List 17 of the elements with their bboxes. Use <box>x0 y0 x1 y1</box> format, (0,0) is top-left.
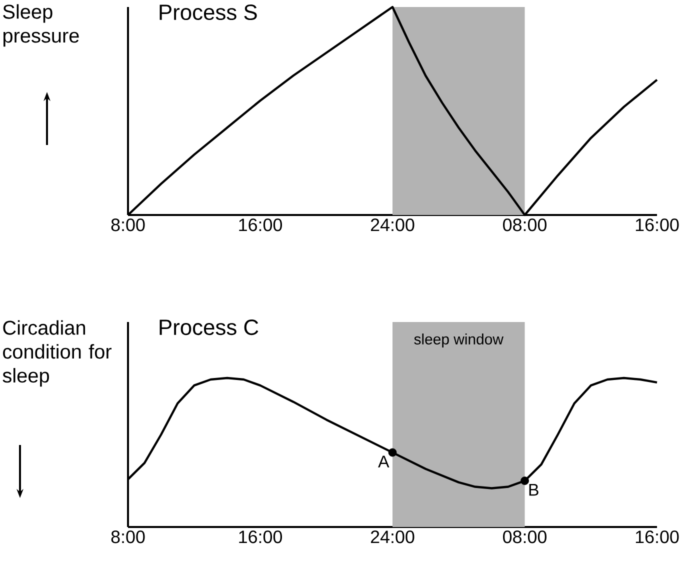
x-tick-label: 24:00 <box>370 218 414 232</box>
chart-title: Process S <box>160 4 257 20</box>
x-tick-label: 16:00 <box>636 530 679 544</box>
x-tick-label: 16:00 <box>239 530 282 544</box>
x-tick-label: 16:00 <box>636 218 679 232</box>
x-tick-label: 08:00 <box>503 530 546 544</box>
x-tick-label: 24:00 <box>370 530 414 544</box>
x-tick-label: 08:00 <box>503 218 546 232</box>
annotation: B <box>529 484 538 496</box>
y-axis-title: Circadian condition for sleep <box>2 320 112 387</box>
x-tick-label: 16:00 <box>239 218 282 232</box>
annotation: A <box>378 456 390 468</box>
x-tick-label: 8:00 <box>111 218 145 232</box>
x-tick-label: 8:00 <box>111 530 145 544</box>
band-label: sleep window <box>414 334 504 348</box>
y-axis-title: Sleep pressure <box>3 4 79 47</box>
chart-title: Process C <box>160 320 258 336</box>
